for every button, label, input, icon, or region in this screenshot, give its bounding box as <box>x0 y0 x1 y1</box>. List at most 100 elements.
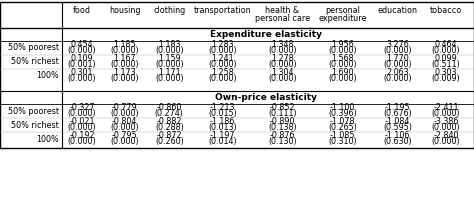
Text: (0.138): (0.138) <box>268 123 297 132</box>
Text: 3.276: 3.276 <box>386 40 409 49</box>
Text: -1.106: -1.106 <box>385 131 410 140</box>
Text: (0.000): (0.000) <box>268 74 297 83</box>
Text: (0.000): (0.000) <box>68 74 97 83</box>
Text: -3.386: -3.386 <box>433 117 459 126</box>
Text: (0.000): (0.000) <box>328 46 357 55</box>
Text: (0.000): (0.000) <box>328 74 357 83</box>
Text: (0.000): (0.000) <box>268 46 297 55</box>
Text: -0.876: -0.876 <box>270 131 295 140</box>
Text: (0.013): (0.013) <box>208 123 237 132</box>
Text: tobacco: tobacco <box>430 7 462 15</box>
Text: (0.000): (0.000) <box>383 74 412 83</box>
Text: (0.000): (0.000) <box>110 60 139 69</box>
Text: 0.303: 0.303 <box>435 68 457 77</box>
Text: (0.000): (0.000) <box>432 109 460 118</box>
Text: 0.109: 0.109 <box>71 54 93 63</box>
Text: 50% richest: 50% richest <box>11 58 59 66</box>
Text: 1.258: 1.258 <box>211 68 234 77</box>
Text: food: food <box>73 7 91 15</box>
Text: (0.000): (0.000) <box>110 123 139 132</box>
Text: -1.197: -1.197 <box>210 131 235 140</box>
Text: -0.021: -0.021 <box>69 117 95 126</box>
Text: 0.454: 0.454 <box>71 40 93 49</box>
Text: expenditure: expenditure <box>318 15 367 24</box>
Text: -0.882: -0.882 <box>156 117 182 126</box>
Text: 1.568: 1.568 <box>331 54 354 63</box>
Text: (0.274): (0.274) <box>155 109 184 118</box>
Text: 1.159: 1.159 <box>158 54 181 63</box>
Text: -1.186: -1.186 <box>210 117 235 126</box>
Text: health &: health & <box>265 7 300 15</box>
Text: (0.130): (0.130) <box>268 137 297 146</box>
Text: 1.241: 1.241 <box>211 54 234 63</box>
Text: (0.000): (0.000) <box>155 74 183 83</box>
Text: -1.213: -1.213 <box>210 103 235 112</box>
Text: (0.000): (0.000) <box>155 60 183 69</box>
Text: (0.000): (0.000) <box>208 60 237 69</box>
Text: -0.860: -0.860 <box>156 103 182 112</box>
Text: 100%: 100% <box>36 72 59 80</box>
Text: 1.173: 1.173 <box>113 68 136 77</box>
Text: (0.310): (0.310) <box>328 137 357 146</box>
Text: Own-price elasticity: Own-price elasticity <box>215 93 317 102</box>
Text: (0.014): (0.014) <box>208 137 237 146</box>
Text: (0.676): (0.676) <box>383 109 412 118</box>
Text: 100%: 100% <box>36 135 59 143</box>
Text: (0.000): (0.000) <box>328 60 357 69</box>
Text: -0.192: -0.192 <box>69 131 95 140</box>
Text: 0.099: 0.099 <box>435 54 457 63</box>
Text: -0.872: -0.872 <box>156 131 182 140</box>
Text: Expenditure elasticity: Expenditure elasticity <box>210 30 322 39</box>
Text: (0.000): (0.000) <box>383 60 412 69</box>
Text: (0.000): (0.000) <box>110 137 139 146</box>
Text: 0.301: 0.301 <box>71 68 93 77</box>
Text: (0.000): (0.000) <box>268 60 297 69</box>
Text: -0.890: -0.890 <box>270 117 295 126</box>
Text: (0.000): (0.000) <box>110 109 139 118</box>
Text: (0.001): (0.001) <box>68 60 97 69</box>
Text: 0.464: 0.464 <box>435 40 457 49</box>
Text: transportation: transportation <box>193 7 251 15</box>
Text: -0.795: -0.795 <box>112 131 137 140</box>
Text: 1.167: 1.167 <box>113 54 136 63</box>
Text: 1.183: 1.183 <box>158 40 181 49</box>
Text: 1.171: 1.171 <box>158 68 181 77</box>
Text: 50% richest: 50% richest <box>11 121 59 129</box>
Text: clothing: clothing <box>153 7 185 15</box>
Text: 1.770: 1.770 <box>386 54 409 63</box>
Text: -0.779: -0.779 <box>112 103 137 112</box>
Text: 1.185: 1.185 <box>113 40 136 49</box>
Text: 2.063: 2.063 <box>386 68 409 77</box>
Text: 50% poorest: 50% poorest <box>8 44 59 53</box>
Text: -2.411: -2.411 <box>433 103 459 112</box>
Text: (0.000): (0.000) <box>432 46 460 55</box>
Text: (0.000): (0.000) <box>110 74 139 83</box>
Text: (0.000): (0.000) <box>432 137 460 146</box>
Text: (0.595): (0.595) <box>383 123 412 132</box>
Text: (0.009): (0.009) <box>432 74 460 83</box>
Text: (0.260): (0.260) <box>155 137 184 146</box>
Text: (0.630): (0.630) <box>383 137 412 146</box>
Text: 1.283: 1.283 <box>211 40 234 49</box>
Text: (0.000): (0.000) <box>432 123 460 132</box>
Text: 1.348: 1.348 <box>271 40 294 49</box>
Text: 1.956: 1.956 <box>331 40 354 49</box>
Text: (0.000): (0.000) <box>155 46 183 55</box>
Text: -1.078: -1.078 <box>330 117 355 126</box>
Text: -1.085: -1.085 <box>330 131 355 140</box>
Text: -0.804: -0.804 <box>112 117 137 126</box>
Text: (0.265): (0.265) <box>328 123 357 132</box>
Text: 1.278: 1.278 <box>271 54 294 63</box>
Text: -2.840: -2.840 <box>433 131 459 140</box>
Text: education: education <box>378 7 418 15</box>
Text: (0.396): (0.396) <box>328 109 357 118</box>
Text: (0.511): (0.511) <box>432 60 460 69</box>
Text: (0.288): (0.288) <box>155 123 184 132</box>
Text: housing: housing <box>109 7 140 15</box>
Text: -0.852: -0.852 <box>270 103 295 112</box>
Text: -0.327: -0.327 <box>69 103 95 112</box>
Text: (0.000): (0.000) <box>110 46 139 55</box>
Text: personal: personal <box>325 7 360 15</box>
Text: (0.015): (0.015) <box>208 109 237 118</box>
Text: 50% poorest: 50% poorest <box>8 107 59 116</box>
